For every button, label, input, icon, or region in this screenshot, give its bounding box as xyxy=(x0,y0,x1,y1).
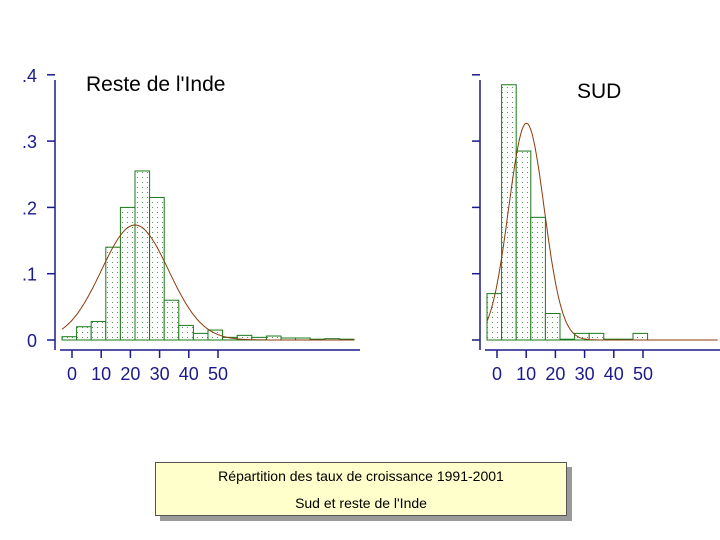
x-tick-label: 20 xyxy=(120,364,140,384)
histogram-bar xyxy=(178,324,194,341)
histogram-bar xyxy=(207,329,224,341)
y-ticks: 0 .1 .2 .3 .4 xyxy=(22,66,55,351)
histogram-bar xyxy=(192,332,209,341)
histogram-bar xyxy=(588,332,605,341)
panel-title: Reste de l'Inde xyxy=(86,73,225,96)
density-curve xyxy=(486,122,718,341)
panel-title: SUD xyxy=(577,80,621,103)
y-tick-label: .2 xyxy=(22,198,37,218)
y-tick-label: .1 xyxy=(22,265,37,285)
histogram-bar xyxy=(501,84,517,341)
histogram-bar xyxy=(163,299,180,341)
x-tick-label: 0 xyxy=(67,364,77,384)
x-tick-label: 10 xyxy=(516,364,536,384)
x-tick-label: 40 xyxy=(179,364,199,384)
x-tick-label: 30 xyxy=(150,364,170,384)
caption-title: Répartition des taux de croissance 1991-… xyxy=(218,468,504,484)
histogram-bar xyxy=(515,150,532,341)
y-ticks xyxy=(472,74,480,341)
histogram-bar xyxy=(559,338,576,341)
x-tick-label: 40 xyxy=(604,364,624,384)
histogram-bar xyxy=(105,246,121,341)
histogram-bar xyxy=(530,216,546,341)
histogram-bar xyxy=(149,196,165,341)
x-tick-label: 50 xyxy=(208,364,228,384)
density-curve xyxy=(61,224,354,341)
histogram-bar xyxy=(265,335,282,341)
y-tick-label: .4 xyxy=(22,66,37,86)
x-tick-label: 50 xyxy=(633,364,653,384)
histogram-bar xyxy=(61,336,78,341)
caption-box: Répartition des taux de croissance 1991-… xyxy=(155,462,567,516)
x-ticks: 0 10 20 30 40 50 xyxy=(67,350,228,384)
histogram-bar xyxy=(76,326,92,341)
histogram-bar xyxy=(134,170,151,341)
panel-reste-de-linde: 0 .1 .2 .3 .4 0 10 20 30 40 50 Reste de l'Inde xyxy=(22,66,360,384)
histogram-bar xyxy=(632,332,649,341)
x-tick-label: 20 xyxy=(545,364,565,384)
y-tick-label: 0 xyxy=(27,331,37,351)
histogram-bar xyxy=(544,312,561,341)
x-tick-label: 10 xyxy=(91,364,111,384)
caption-subtitle: Sud et reste de l'Inde xyxy=(295,495,427,511)
y-tick-label: .3 xyxy=(22,132,37,152)
x-tick-label: 0 xyxy=(492,364,502,384)
x-ticks: 0 10 20 30 40 50 xyxy=(492,350,653,384)
panel-sud: 0 10 20 30 40 50 SUD xyxy=(472,74,720,384)
histogram-bar xyxy=(90,320,107,341)
bars-group xyxy=(61,170,355,341)
bars-group xyxy=(486,84,649,341)
x-tick-label: 30 xyxy=(575,364,595,384)
